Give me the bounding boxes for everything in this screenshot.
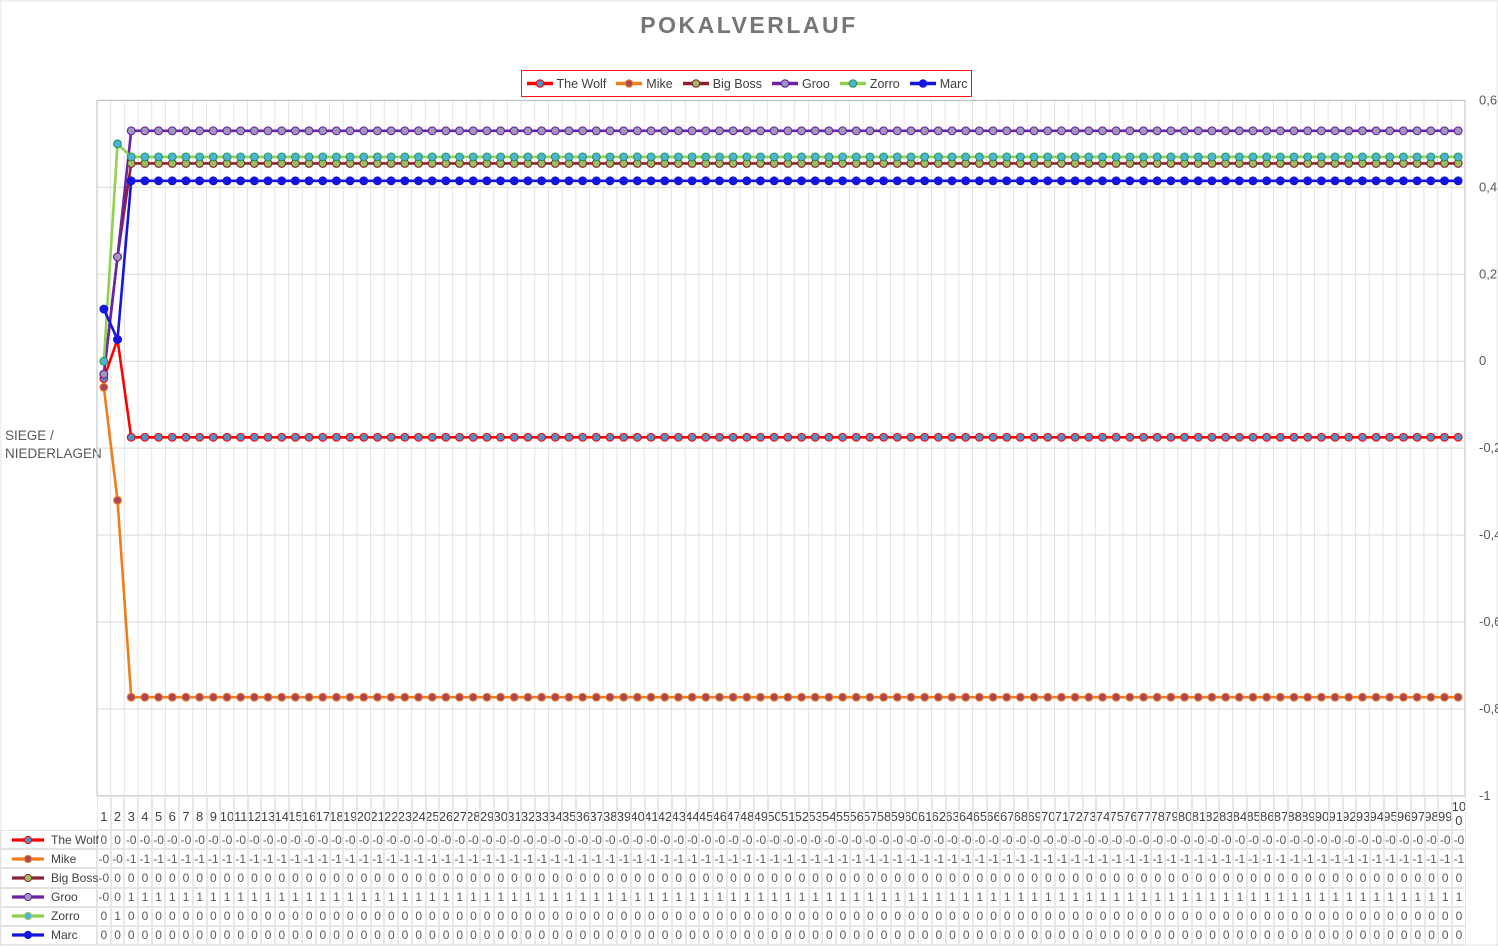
svg-text:0,2: 0,2 xyxy=(1479,266,1497,281)
svg-text:-0,2: -0,2 xyxy=(1479,440,1498,455)
svg-text:0,4: 0,4 xyxy=(1479,179,1497,194)
svg-text:-0,6: -0,6 xyxy=(1479,614,1498,629)
svg-text:-0,8: -0,8 xyxy=(1479,701,1498,716)
svg-text:-0,4: -0,4 xyxy=(1479,527,1498,542)
svg-text:0,6: 0,6 xyxy=(1479,92,1497,107)
svg-text:0: 0 xyxy=(1479,353,1486,368)
